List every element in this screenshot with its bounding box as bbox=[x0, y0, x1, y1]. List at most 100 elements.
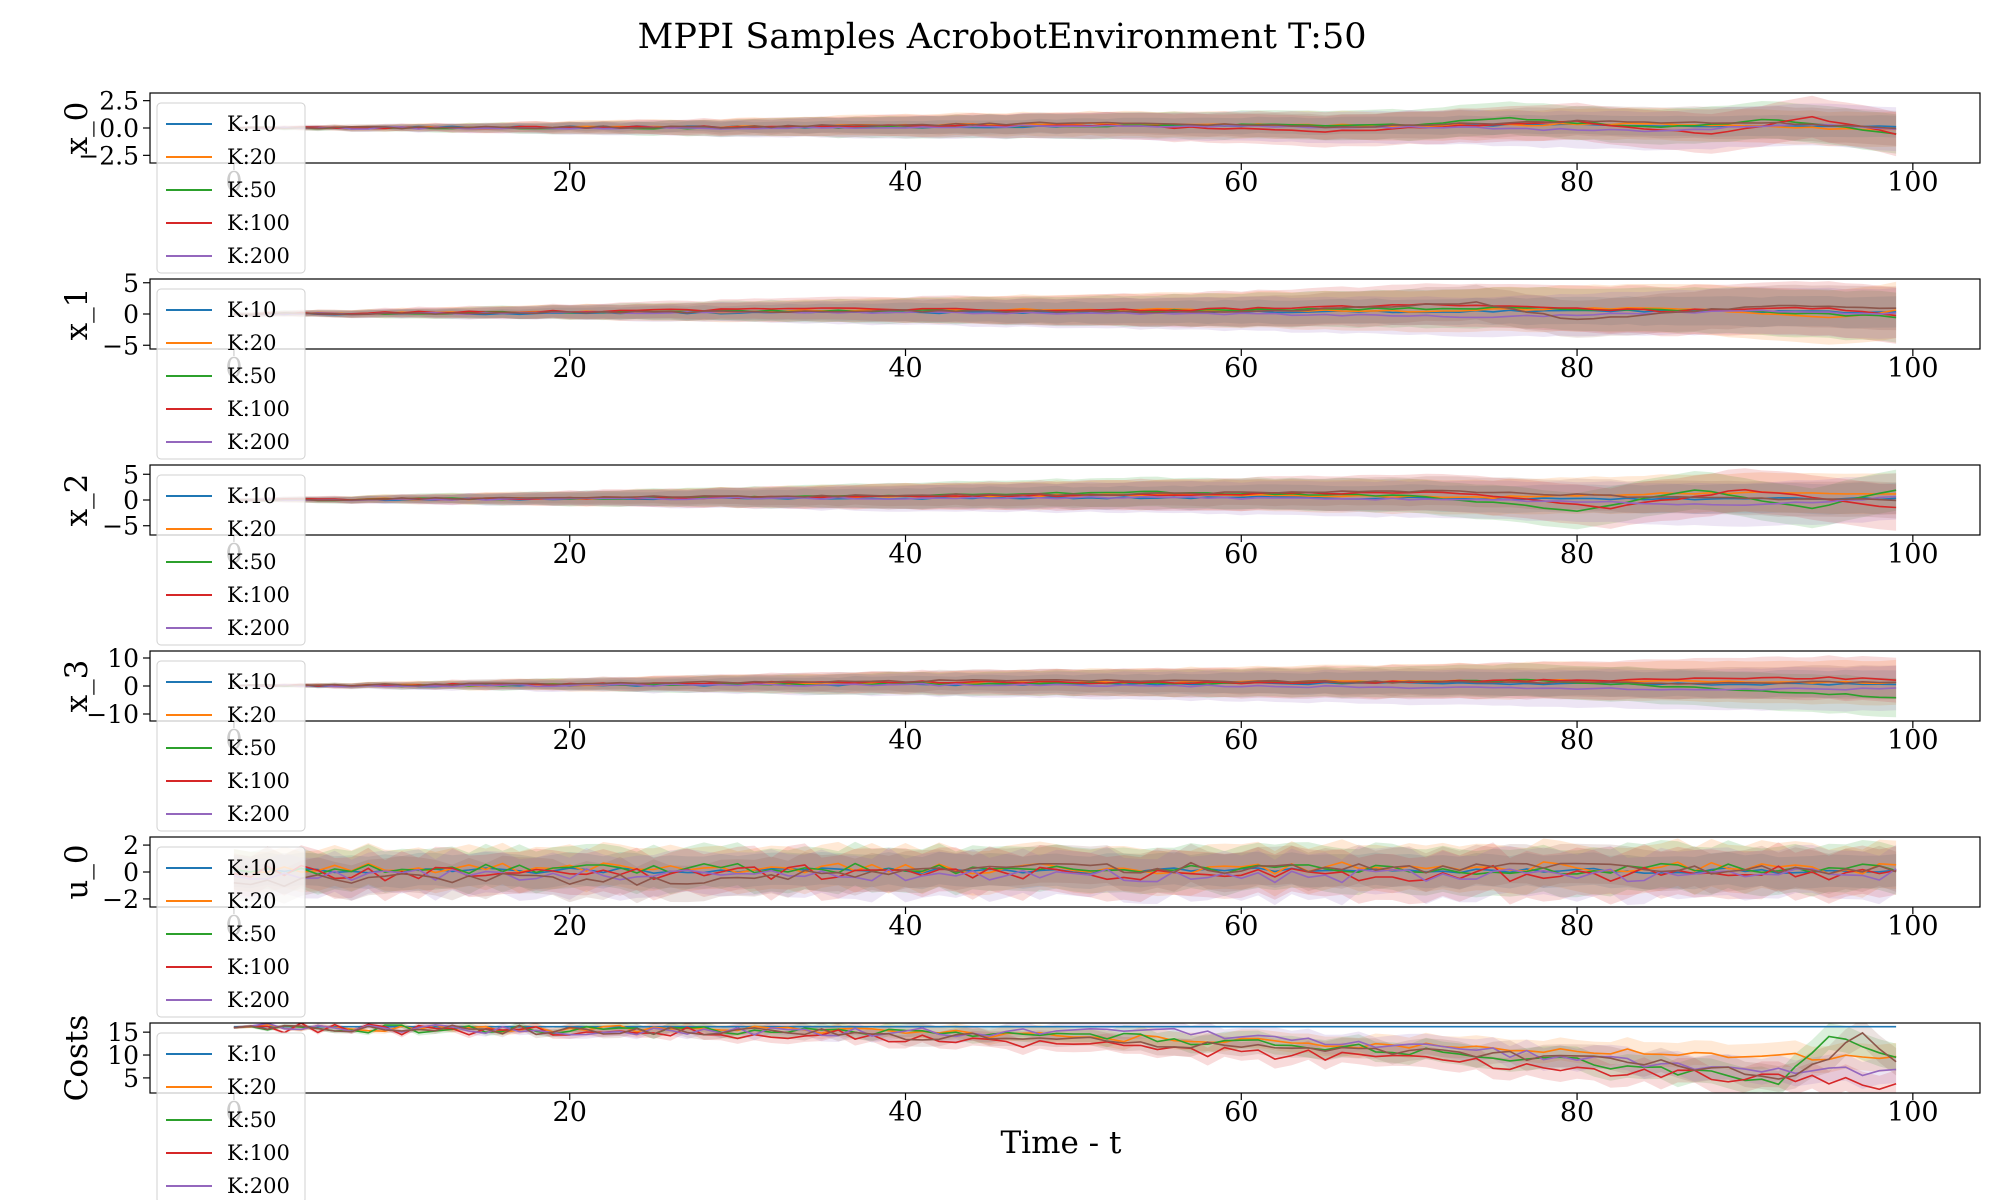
x-tick-label: 60 bbox=[1224, 539, 1258, 570]
series-line-extra bbox=[233, 678, 1897, 687]
band-k50 bbox=[233, 469, 1897, 530]
y-tick-label: 0 bbox=[123, 858, 139, 887]
band-k200 bbox=[233, 844, 1897, 906]
y-tick-label: 2.5 bbox=[99, 87, 139, 116]
x-tick-label: 80 bbox=[1560, 353, 1594, 384]
y-axis-label: x_0 bbox=[59, 102, 95, 155]
legend-label: K:50 bbox=[227, 736, 277, 760]
plot-area bbox=[233, 838, 1897, 906]
legend-label: K:100 bbox=[227, 397, 290, 421]
y-axis-label: x_1 bbox=[59, 288, 95, 341]
legend-label: K:200 bbox=[227, 1174, 290, 1198]
series-line-extra bbox=[233, 119, 1897, 130]
y-tick-label: −10 bbox=[86, 700, 139, 729]
x-tick-label: 80 bbox=[1560, 725, 1594, 756]
y-tick-label: −5 bbox=[102, 331, 139, 360]
x-tick-label: 20 bbox=[553, 167, 587, 198]
band-extra bbox=[233, 843, 1897, 904]
plot-area bbox=[233, 655, 1897, 718]
legend-label: K:10 bbox=[227, 670, 277, 694]
legend-label: K:50 bbox=[227, 364, 277, 388]
y-tick-label: 5 bbox=[123, 269, 139, 298]
x-tick-label: 100 bbox=[1887, 353, 1939, 384]
legend-label: K:20 bbox=[227, 331, 277, 355]
y-tick-label: −5 bbox=[102, 512, 139, 541]
legend: K:10 K:20 K:50 K:100 K:200 bbox=[156, 288, 306, 460]
x-tick-label: 80 bbox=[1560, 1097, 1594, 1128]
y-tick-label: 10 bbox=[107, 644, 139, 673]
x-axis-label: Time - t bbox=[1001, 1125, 1123, 1161]
y-axis-label: Costs bbox=[59, 1015, 95, 1102]
legend-label: K:200 bbox=[227, 244, 290, 268]
plot-area bbox=[233, 281, 1897, 345]
figure-title: MPPI Samples AcrobotEnvironment T:50 bbox=[637, 17, 1366, 57]
subplot-grid: −2.50.02.5020406080100x_0K:10K:20K:50K:1… bbox=[59, 87, 1981, 1200]
y-axis-label: u_0 bbox=[59, 844, 95, 899]
x-tick-label: 60 bbox=[1224, 353, 1258, 384]
x-tick-label: 60 bbox=[1224, 911, 1258, 942]
legend: K:10 K:20 K:50 K:100 K:200 bbox=[156, 1032, 306, 1200]
series-line-k200 bbox=[233, 682, 1897, 691]
x-tick-label: 60 bbox=[1224, 725, 1258, 756]
series-line-extra bbox=[233, 1024, 1897, 1080]
band-k200 bbox=[233, 1023, 1897, 1089]
x-tick-label: 100 bbox=[1887, 167, 1939, 198]
legend-label: K:10 bbox=[227, 298, 277, 322]
legend-label: K:50 bbox=[227, 178, 277, 202]
axes-frame bbox=[149, 1022, 1981, 1094]
y-tick-label: 0 bbox=[123, 486, 139, 515]
legend-label: K:20 bbox=[227, 703, 277, 727]
plot-area bbox=[233, 1023, 1897, 1093]
legend-box bbox=[156, 474, 306, 646]
band-k50 bbox=[233, 663, 1897, 718]
legend-label: K:200 bbox=[227, 988, 290, 1012]
series-line-k200 bbox=[233, 867, 1897, 884]
legend-label: K:100 bbox=[227, 1141, 290, 1165]
y-tick-label: 0 bbox=[123, 672, 139, 701]
subplot-u-0: −202020406080100u_0K:10K:20K:50K:100K:20… bbox=[59, 831, 1981, 1018]
series-line-extra bbox=[233, 861, 1897, 888]
legend-label: K:50 bbox=[227, 550, 277, 574]
y-tick-label: 10 bbox=[107, 1041, 139, 1070]
plot-area bbox=[233, 468, 1897, 531]
legend-box bbox=[156, 102, 306, 274]
x-tick-label: 20 bbox=[553, 725, 587, 756]
y-tick-label: 5 bbox=[123, 1064, 139, 1093]
x-tick-label: 40 bbox=[888, 911, 922, 942]
series-line-k50 bbox=[233, 862, 1897, 876]
y-tick-label: 2 bbox=[123, 831, 139, 860]
y-tick-label: 0.0 bbox=[99, 114, 139, 143]
x-tick-label: 40 bbox=[888, 725, 922, 756]
band-k100 bbox=[233, 468, 1897, 531]
y-axis-label: x_2 bbox=[59, 474, 95, 527]
y-tick-label: −2.5 bbox=[78, 141, 139, 170]
band-k50 bbox=[233, 286, 1897, 343]
legend-label: K:20 bbox=[227, 145, 277, 169]
legend-label: K:100 bbox=[227, 955, 290, 979]
band-k100 bbox=[233, 655, 1897, 703]
x-tick-label: 80 bbox=[1560, 167, 1594, 198]
legend-label: K:200 bbox=[227, 430, 290, 454]
legend-label: K:50 bbox=[227, 1108, 277, 1132]
subplot-Costs: 51015020406080100CostsK:10K:20K:50K:100K… bbox=[59, 1015, 1981, 1200]
subplot-x-2: −505020406080100x_2K:10K:20K:50K:100K:20… bbox=[59, 460, 1981, 646]
y-axis-label: x_3 bbox=[59, 660, 95, 713]
band-k200 bbox=[233, 473, 1897, 527]
x-tick-label: 100 bbox=[1887, 911, 1939, 942]
x-tick-label: 80 bbox=[1560, 911, 1594, 942]
legend-label: K:10 bbox=[227, 484, 277, 508]
legend-label: K:10 bbox=[227, 1042, 277, 1066]
legend-label: K:20 bbox=[227, 517, 277, 541]
series-line-k100 bbox=[233, 864, 1897, 883]
series-line-k20 bbox=[233, 1023, 1897, 1061]
subplot-x-0: −2.50.02.5020406080100x_0K:10K:20K:50K:1… bbox=[59, 87, 1981, 274]
y-tick-label: 5 bbox=[123, 460, 139, 489]
x-tick-label: 60 bbox=[1224, 167, 1258, 198]
legend-box bbox=[156, 660, 306, 832]
legend: K:10 K:20 K:50 K:100 K:200 bbox=[156, 102, 306, 274]
x-tick-label: 100 bbox=[1887, 1097, 1939, 1128]
x-tick-label: 20 bbox=[553, 539, 587, 570]
series-line-extra bbox=[233, 489, 1897, 502]
x-tick-label: 40 bbox=[888, 1097, 922, 1128]
